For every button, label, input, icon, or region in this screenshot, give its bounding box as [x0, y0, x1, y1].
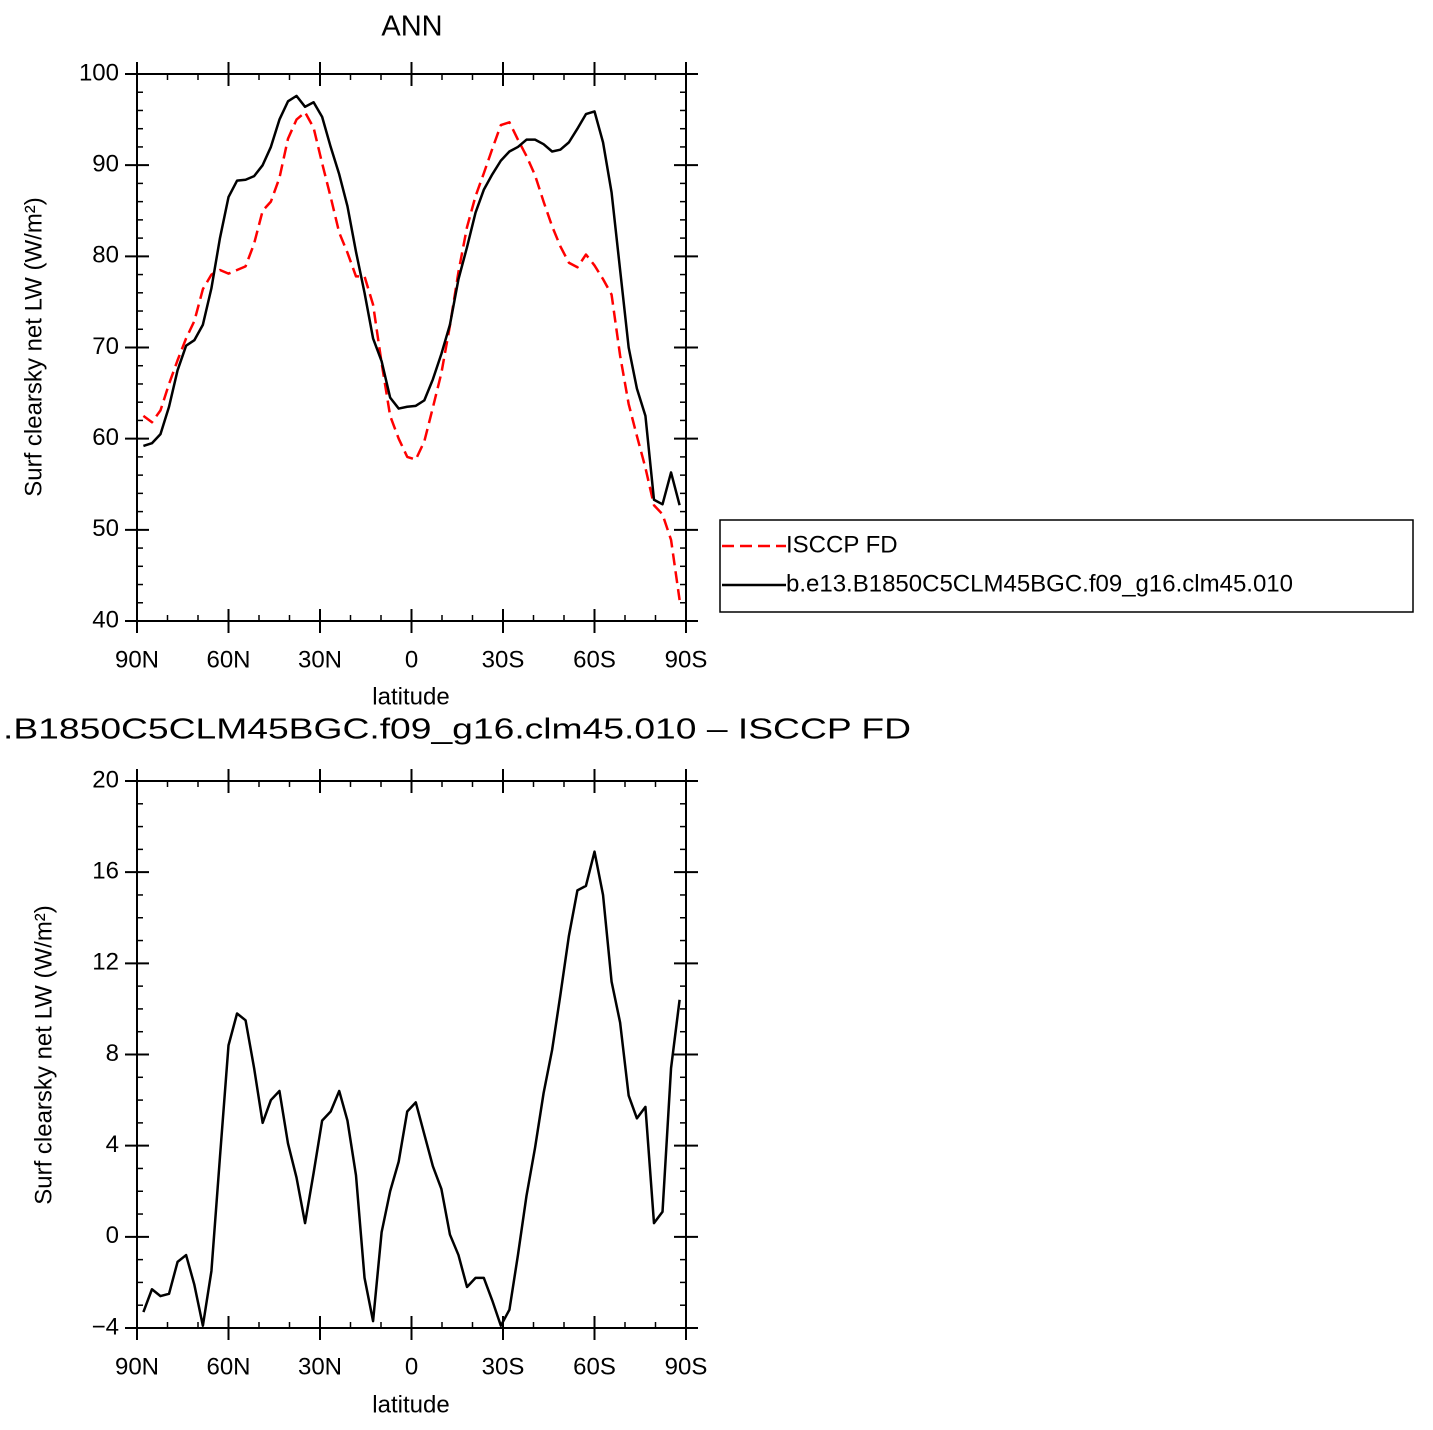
y-tick-label: 50	[92, 515, 119, 542]
x-tick-label: 90N	[115, 646, 159, 673]
x-tick-label: 30N	[298, 1353, 342, 1380]
y-tick-label: 4	[106, 1131, 119, 1158]
y-axis-label: Surf clearsky net LW (W/m²)	[30, 905, 57, 1205]
y-tick-label: 60	[92, 424, 119, 451]
y-tick-label: 0	[106, 1222, 119, 1249]
y-tick-label: 80	[92, 242, 119, 269]
data-line	[142, 850, 681, 1327]
x-tick-label: 0	[405, 1353, 418, 1380]
x-tick-label: 90S	[665, 1353, 708, 1380]
x-tick-label: 30N	[298, 646, 342, 673]
y-axis-label: Surf clearsky net LW (W/m²)	[20, 197, 47, 497]
x-axis-label: latitude	[372, 683, 449, 710]
data-line	[142, 111, 681, 601]
x-tick-label: 30S	[482, 1353, 525, 1380]
x-tick-label: 60S	[573, 646, 616, 673]
legend-label: ISCCP FD	[786, 531, 898, 558]
x-tick-label: 60N	[206, 1353, 250, 1380]
chart-title: .B1850C5CLM45BGC.f09_g16.clm45.010 – ISC…	[3, 714, 911, 746]
y-tick-label: 20	[92, 766, 119, 793]
x-tick-label: 60S	[573, 1353, 616, 1380]
y-tick-label: 70	[92, 333, 119, 360]
x-tick-label: 30S	[482, 646, 525, 673]
x-tick-label: 0	[405, 646, 418, 673]
chart-title: ANN	[381, 11, 442, 43]
x-axis-label: latitude	[372, 1391, 449, 1418]
y-tick-label: 40	[92, 606, 119, 633]
y-tick-label: 8	[106, 1040, 119, 1067]
legend-label: b.e13.B1850C5CLM45BGC.f09_g16.clm45.010	[786, 570, 1293, 597]
y-tick-label: 90	[92, 151, 119, 178]
legend-box	[719, 519, 1414, 613]
data-line	[143, 94, 681, 506]
x-tick-label: 90S	[665, 646, 708, 673]
plot-frame	[136, 73, 687, 622]
y-tick-label: 100	[79, 59, 119, 86]
plot-frame	[136, 780, 687, 1329]
y-tick-label: 16	[92, 858, 119, 885]
y-tick-label: −4	[92, 1313, 119, 1340]
y-tick-label: 12	[92, 949, 119, 976]
x-tick-label: 90N	[115, 1353, 159, 1380]
x-tick-label: 60N	[206, 646, 250, 673]
